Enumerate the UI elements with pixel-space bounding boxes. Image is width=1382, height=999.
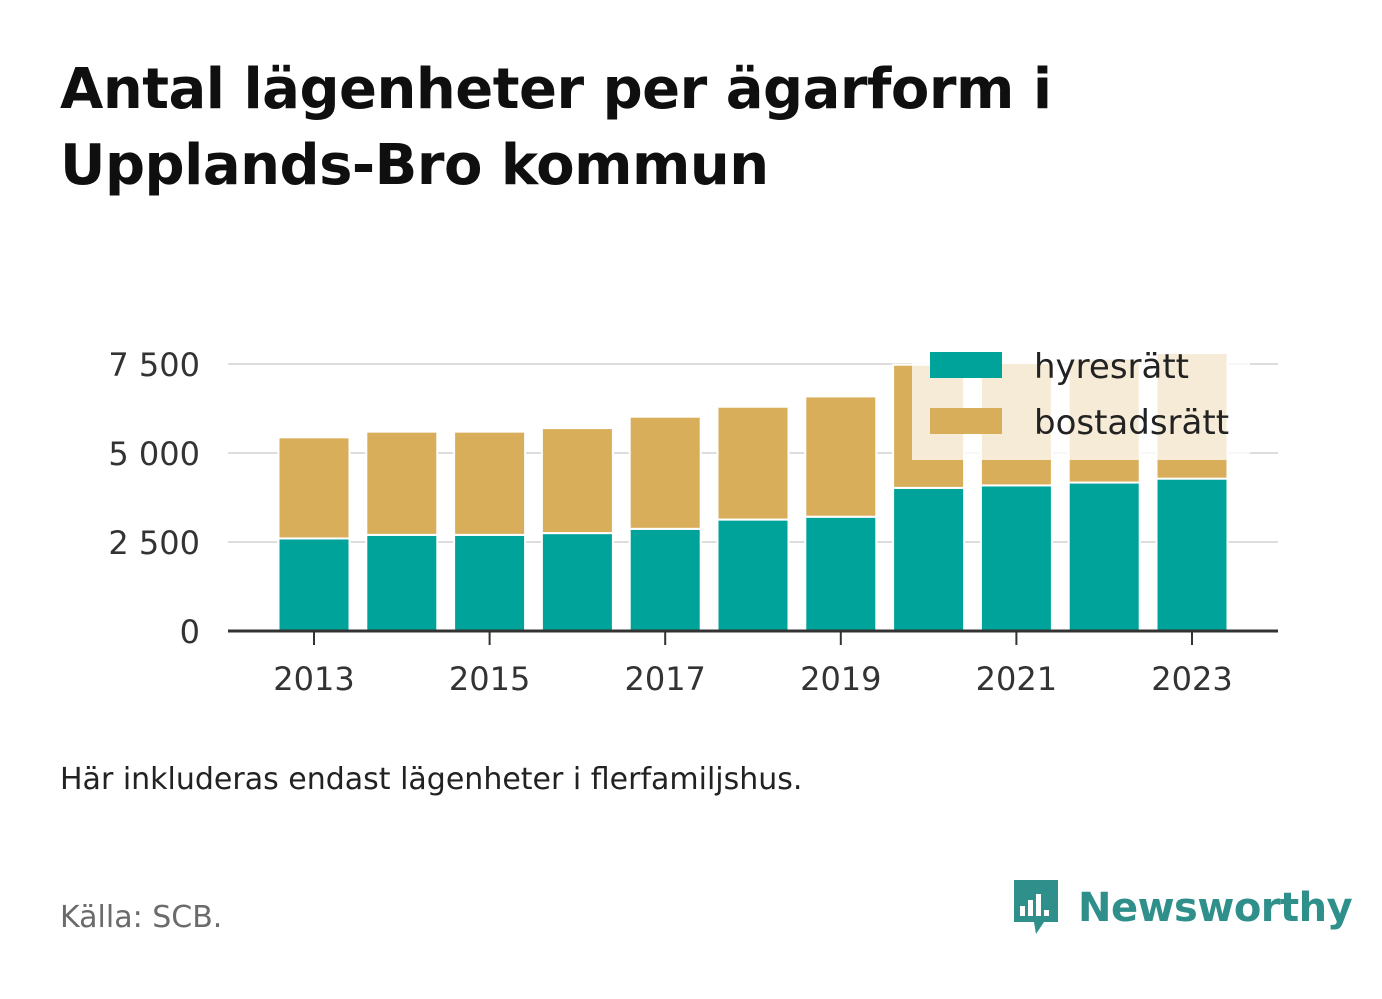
bar-bostadsratt-2019 xyxy=(804,395,878,518)
x-tick-label: 2017 xyxy=(624,660,705,698)
chart-note: Här inkluderas endast lägenheter i flerf… xyxy=(60,762,803,797)
stacked-bar-chart: 0 2 500 5 000 7 500 2013 2015 2017 2019 2021 2023… xyxy=(108,340,1278,698)
bar-bostadsratt-2015 xyxy=(453,430,527,536)
bar-hyresratt-2023 xyxy=(1155,477,1229,632)
x-tick-label: 2019 xyxy=(800,660,881,698)
bar-bostadsratt-2018 xyxy=(716,405,790,521)
bar-hyresratt-2019 xyxy=(804,515,878,632)
bar-hyresratt-2022 xyxy=(1067,481,1141,632)
bar-hyresratt-2016 xyxy=(540,532,614,632)
legend-swatch-hyresratt xyxy=(930,352,1002,378)
y-tick-label: 0 xyxy=(180,613,200,651)
bar-hyresratt-2017 xyxy=(628,527,702,632)
bar-bostadsratt-2014 xyxy=(365,430,439,536)
bar-bostadsratt-2016 xyxy=(540,427,614,535)
legend-label-bostadsratt: bostadsrätt xyxy=(1034,403,1229,443)
bar-hyresratt-2015 xyxy=(453,533,527,633)
bar-hyresratt-2020 xyxy=(892,486,966,632)
y-tick-label: 5 000 xyxy=(108,435,200,473)
axes: 0 2 500 5 000 7 500 2013 2015 2017 2019 2021 2023 xyxy=(108,346,1278,698)
bar-hyresratt-2014 xyxy=(365,533,439,633)
brand-name: Newsworthy xyxy=(1078,885,1353,931)
x-tick-label: 2021 xyxy=(976,660,1057,698)
bars xyxy=(277,351,1229,633)
source-label: Källa: SCB. xyxy=(60,900,223,935)
x-tick-label: 2013 xyxy=(273,660,354,698)
x-tick-label: 2015 xyxy=(449,660,530,698)
chart-title: Antal lägenheter per ägarform i Upplands… xyxy=(60,57,1052,198)
bar-bostadsratt-2013 xyxy=(277,436,351,540)
legend-label-hyresratt: hyresrätt xyxy=(1034,347,1189,387)
bar-bostadsratt-2017 xyxy=(628,415,702,530)
legend: hyresrätt bostadsrätt xyxy=(912,340,1250,460)
y-tick-label: 2 500 xyxy=(108,524,200,562)
bar-hyresratt-2013 xyxy=(277,537,351,632)
bar-hyresratt-2018 xyxy=(716,518,790,633)
bar-chart-speech-bubble-icon xyxy=(1014,880,1058,934)
bar-hyresratt-2021 xyxy=(979,484,1053,632)
legend-swatch-bostadsratt xyxy=(930,408,1002,434)
x-tick-label: 2023 xyxy=(1151,660,1232,698)
y-tick-label: 7 500 xyxy=(108,346,200,384)
brand-logo: Newsworthy xyxy=(1010,876,1353,940)
